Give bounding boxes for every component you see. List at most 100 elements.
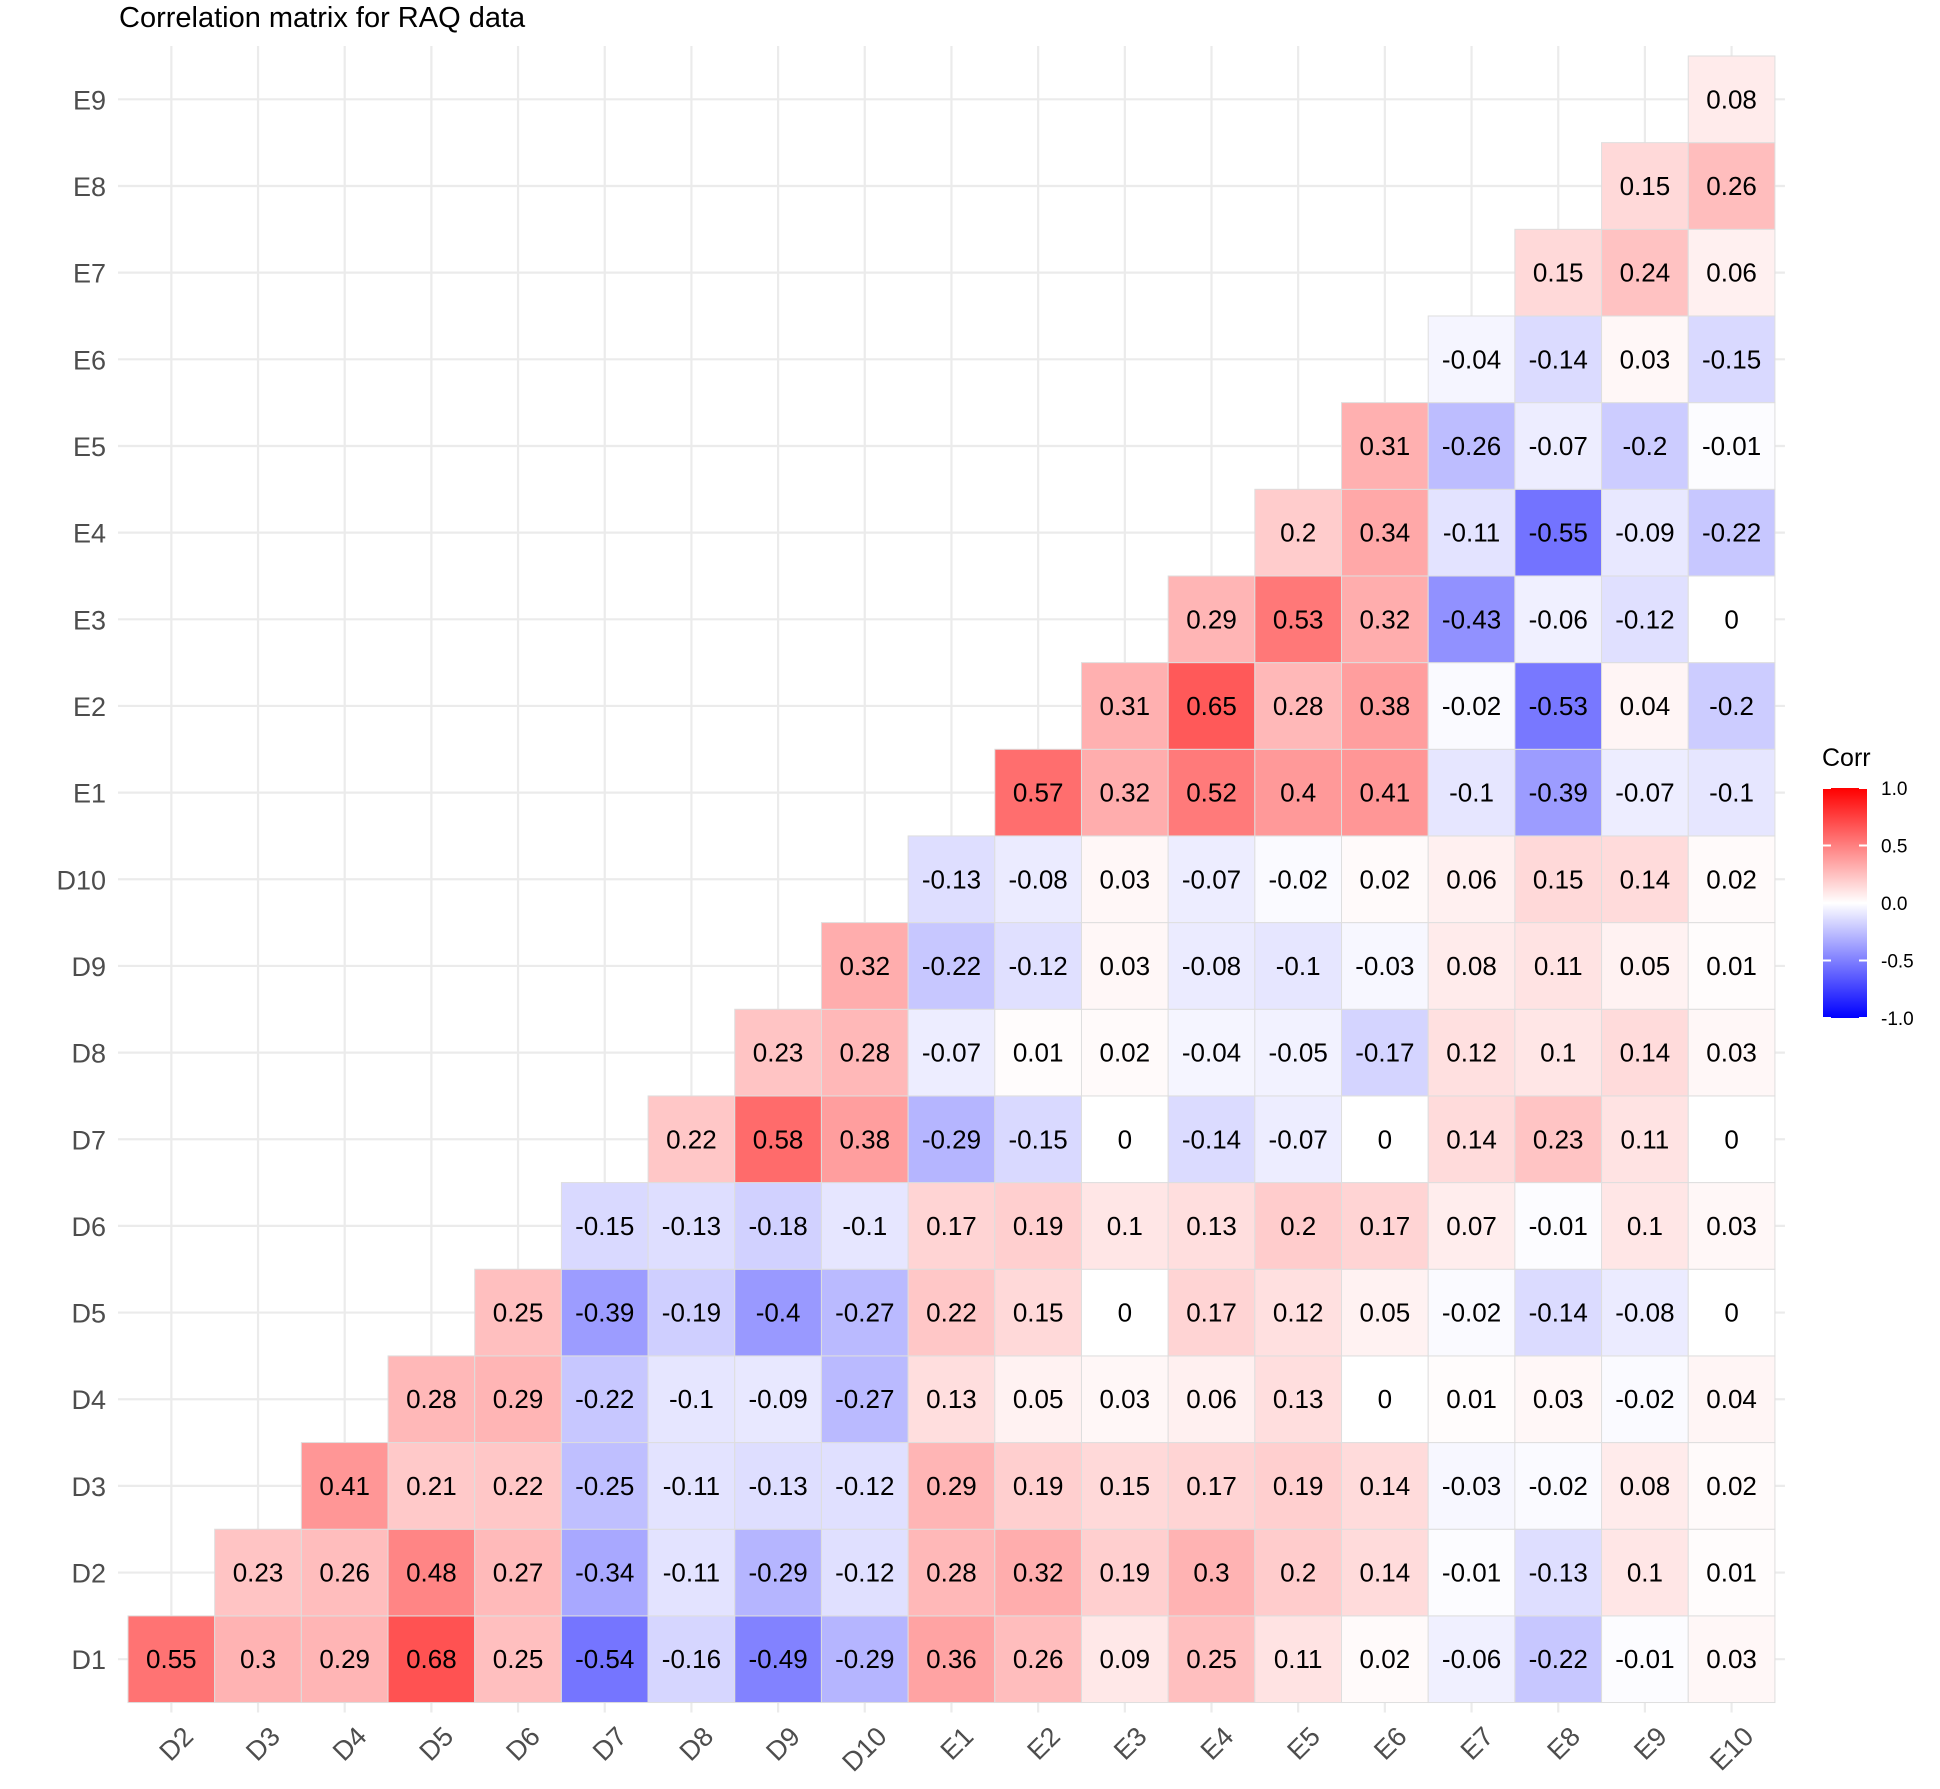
cell-value-label: 0.03: [1100, 951, 1151, 981]
heatmap-cell: [1080, 1095, 1169, 1184]
heatmap-cell: [474, 1528, 562, 1617]
cell-value-label: -0.13: [662, 1211, 721, 1241]
heatmap-cell: [1514, 922, 1603, 1010]
cell-value-label: 0.28: [1273, 691, 1324, 721]
cell-value-label: -0.13: [1529, 1558, 1588, 1588]
heatmap-cell: [647, 1182, 736, 1270]
cell-value-label: -0.01: [1442, 1558, 1501, 1588]
cell-value-label: -0.02: [1529, 1471, 1588, 1501]
cell-value-label: 0.22: [666, 1124, 717, 1154]
heatmap-cell: [1341, 488, 1429, 577]
cell-value-label: 0.31: [1100, 691, 1151, 721]
heatmap-cell: [1341, 1268, 1429, 1357]
x-tick-label: D5: [414, 1721, 460, 1767]
cell-value-label: 0: [1118, 1124, 1132, 1154]
cell-value-label: 0.03: [1706, 1038, 1757, 1068]
cell-value-label: 0.04: [1706, 1384, 1757, 1414]
heatmap-cell: [994, 1355, 1082, 1444]
heatmap-cell: [300, 1442, 389, 1530]
cell-value-label: 0.03: [1533, 1384, 1584, 1414]
heatmap-cell: [1341, 1615, 1429, 1704]
heatmap-cell: [1687, 228, 1776, 317]
cell-value-label: 0.31: [1360, 431, 1411, 461]
cell-value-label: 0.13: [1186, 1211, 1237, 1241]
heatmap-cell: [1427, 1268, 1516, 1357]
cell-value-label: -0.09: [748, 1384, 807, 1414]
cell-value-label: 0.29: [493, 1384, 544, 1414]
cell-value-label: 0.06: [1706, 258, 1757, 288]
heatmap-cell: [734, 1615, 822, 1704]
x-tick-label: D8: [674, 1721, 720, 1767]
cell-value-label: 0.52: [1186, 778, 1237, 808]
heatmap-cell: [647, 1615, 736, 1704]
heatmap-cell: [1254, 1615, 1343, 1704]
cell-value-label: -0.39: [575, 1298, 634, 1328]
heatmap-cell: [1687, 662, 1776, 750]
cell-value-label: -0.1: [669, 1384, 714, 1414]
heatmap-cell: [214, 1528, 302, 1617]
cell-value-label: 0.19: [1100, 1558, 1151, 1588]
cell-value-label: 0.23: [753, 1038, 804, 1068]
cell-value-label: 0: [1118, 1298, 1132, 1328]
cell-value-label: -0.07: [1182, 864, 1241, 894]
cell-value-label: 0.48: [406, 1558, 457, 1588]
heatmap-cell: [994, 1095, 1082, 1184]
cell-value-label: 0.14: [1446, 1124, 1497, 1154]
y-tick-label: D4: [71, 1385, 106, 1415]
cell-value-label: -0.2: [1622, 431, 1667, 461]
cell-value-label: -0.12: [1009, 951, 1068, 981]
cell-value-label: 0.1: [1540, 1038, 1576, 1068]
cell-value-label: 0.1: [1627, 1211, 1663, 1241]
cell-value-label: -0.16: [662, 1644, 721, 1674]
y-tick-label: E7: [73, 259, 106, 289]
cell-value-label: 0.1: [1627, 1558, 1663, 1588]
heatmap-cell: [214, 1615, 302, 1704]
cell-value-label: 0: [1378, 1124, 1392, 1154]
heatmap-cell: [1687, 922, 1776, 1010]
heatmap-cell: [1167, 835, 1256, 924]
x-tick-label: E7: [1455, 1721, 1500, 1766]
cell-value-label: -0.03: [1442, 1471, 1501, 1501]
cell-value-label: -0.11: [1443, 518, 1500, 548]
cell-value-label: 0.38: [1360, 691, 1411, 721]
heatmap-cell: [1601, 142, 1689, 230]
chart-title: Correlation matrix for RAQ data: [119, 2, 526, 34]
x-tick-label: E6: [1368, 1721, 1413, 1766]
heatmap-cell: [1167, 1095, 1256, 1184]
heatmap-cell: [1080, 1442, 1169, 1530]
cell-value-label: 0.11: [1274, 1644, 1323, 1674]
legend-tick-label: 1.0: [1881, 779, 1907, 800]
cell-value-label: 0: [1724, 604, 1738, 634]
heatmap-cell: [560, 1182, 649, 1270]
cell-value-labels: 0.55 0.3 0.29 0.68 0.25 -0.54 -0.16 -0.49 -0.29 0…: [146, 84, 1761, 1674]
heatmap-cell: [1687, 1528, 1776, 1617]
heatmap-cell: [1514, 315, 1603, 404]
cell-value-label: 0.19: [1013, 1211, 1064, 1241]
cell-value-label: 0.03: [1620, 344, 1671, 374]
cell-value-label: 0.25: [493, 1644, 544, 1674]
cell-value-label: 0.04: [1620, 691, 1671, 721]
cell-value-label: 0.25: [493, 1298, 544, 1328]
heatmap-cell: [907, 1182, 996, 1270]
cell-value-label: 0.58: [753, 1124, 804, 1154]
heatmap-cell: [560, 1268, 649, 1357]
x-tick-label: D4: [327, 1721, 373, 1767]
heatmap-cell: [1601, 1095, 1689, 1184]
cell-value-label: 0.24: [1620, 258, 1671, 288]
heatmap-cell: [1427, 402, 1516, 490]
heatmap-cell: [907, 1008, 996, 1097]
heatmap-cell: [820, 1008, 909, 1097]
y-tick-label: D2: [71, 1559, 106, 1589]
heatmap-cell: [907, 1615, 996, 1704]
cell-value-label: 0.08: [1446, 951, 1497, 981]
y-tick-label: D9: [71, 952, 106, 982]
cell-value-label: -0.04: [1182, 1038, 1241, 1068]
cell-value-label: 0.03: [1706, 1644, 1757, 1674]
cell-value-label: -0.49: [748, 1644, 807, 1674]
heatmap-cell: [387, 1442, 476, 1530]
heatmap-cell: [1687, 1268, 1776, 1357]
heatmap-cell: [1687, 835, 1776, 924]
cell-value-label: -0.15: [575, 1211, 634, 1241]
heatmap-cell: [820, 1268, 909, 1357]
